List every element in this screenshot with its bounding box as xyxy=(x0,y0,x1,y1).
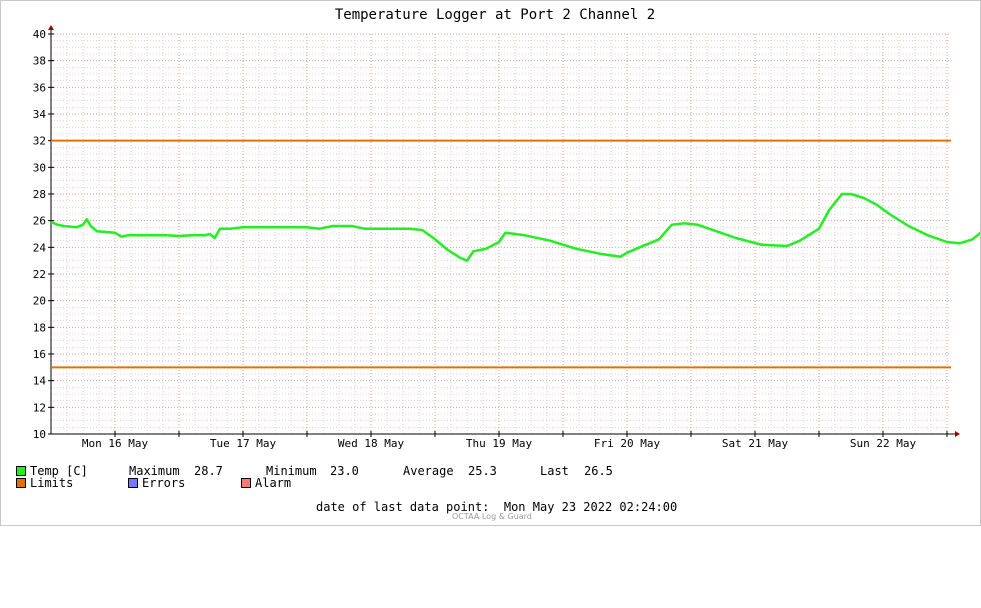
legend-limits-label: Limits xyxy=(30,476,74,490)
y-tick-label: 28 xyxy=(33,188,46,201)
y-axis-arrow xyxy=(48,25,54,30)
x-tick-label: Sun 22 May xyxy=(850,437,917,450)
y-tick-label: 26 xyxy=(33,215,46,228)
legend-last-value: 26.5 xyxy=(584,464,613,478)
legend-average-value: 25.3 xyxy=(468,464,497,478)
x-tick-label: Fri 20 May xyxy=(594,437,661,450)
legend-errors-swatch xyxy=(128,478,138,488)
legend-maximum-value: 28.7 xyxy=(194,464,223,478)
legend-average-label: Average xyxy=(403,464,454,478)
x-tick-label: Tue 17 May xyxy=(210,437,277,450)
y-tick-label: 40 xyxy=(33,28,46,41)
legend-minimum-value: 23.0 xyxy=(330,464,359,478)
chart-svg: Temperature Logger at Port 2 Channel 2 10… xyxy=(33,7,980,450)
y-tick-label: 30 xyxy=(33,161,46,174)
x-tick-label: Mon 16 May xyxy=(82,437,149,450)
last-data-point-text: date of last data point: Mon May 23 2022… xyxy=(316,500,678,514)
legend-alarm-swatch xyxy=(241,478,251,488)
temp-series-line xyxy=(50,192,980,262)
legend-maximum-label: Maximum xyxy=(129,464,180,478)
legend-limits-swatch xyxy=(16,478,26,488)
y-tick-label: 10 xyxy=(33,428,46,441)
legend-row-1: Temp [C] Maximum 28.7 Minimum 23.0 Avera… xyxy=(16,465,716,478)
x-tick-label: Wed 18 May xyxy=(338,437,405,450)
y-tick-label: 34 xyxy=(33,108,47,121)
y-tick-label: 12 xyxy=(33,401,46,414)
legend-errors-label: Errors xyxy=(142,476,186,490)
y-tick-label: 16 xyxy=(33,348,46,361)
x-tick-label: Sat 21 May xyxy=(722,437,789,450)
x-axis-arrow xyxy=(955,431,960,437)
y-tick-label: 38 xyxy=(33,55,46,68)
footer-text: OCTAA Log & Guard xyxy=(452,512,532,521)
y-tick-label: 22 xyxy=(33,268,46,281)
y-tick-label: 20 xyxy=(33,295,46,308)
y-tick-label: 14 xyxy=(33,375,47,388)
legend-row-2: Limits Errors Alarm xyxy=(16,477,416,490)
legend-temp-label: Temp [C] xyxy=(30,464,88,478)
legend-alarm-label: Alarm xyxy=(255,476,292,490)
chart-frame: Temperature Logger at Port 2 Channel 2 10… xyxy=(0,0,981,526)
legend-temp-swatch xyxy=(16,466,26,476)
legend-last-label: Last xyxy=(540,464,569,478)
chart-title: Temperature Logger at Port 2 Channel 2 xyxy=(335,7,655,23)
x-tick-label: Thu 19 May xyxy=(466,437,533,450)
legend-minimum-label: Minimum xyxy=(266,464,317,478)
y-tick-label: 24 xyxy=(33,241,47,254)
y-tick-label: 32 xyxy=(33,135,46,148)
y-tick-label: 36 xyxy=(33,81,46,94)
y-tick-label: 18 xyxy=(33,321,46,334)
